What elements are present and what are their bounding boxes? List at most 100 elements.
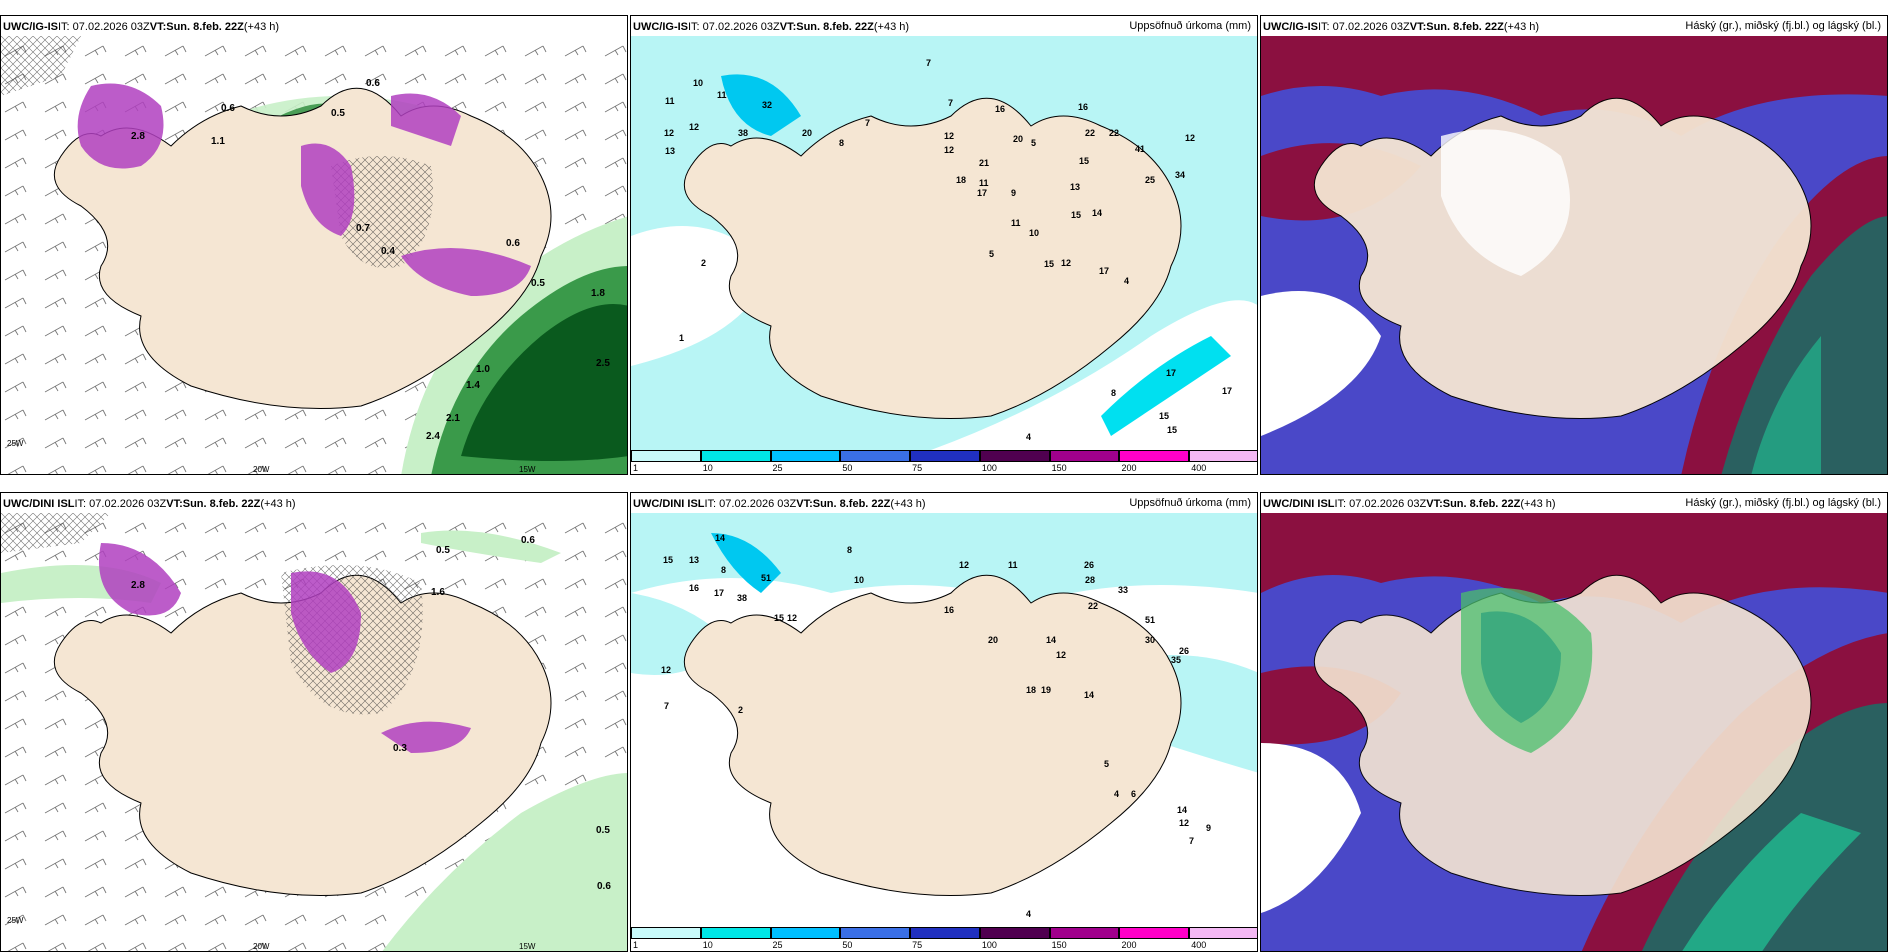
valid-time: Sun. 8.feb. 22Z xyxy=(812,498,891,510)
colorbar-tick-label: 75 xyxy=(912,940,923,950)
snow-label: 0.5 xyxy=(531,278,545,289)
precip-value: 12 xyxy=(664,128,674,138)
precip-value: 32 xyxy=(762,100,772,110)
model-name: UWC/DINI ISL xyxy=(1263,498,1335,510)
snow-label: 2.5 xyxy=(596,358,610,369)
colorbar-swatch xyxy=(910,927,980,939)
precip-value: 20 xyxy=(988,635,998,645)
precip-value: 33 xyxy=(1118,585,1128,595)
cloud-map xyxy=(1261,36,1887,474)
colorbar-swatch xyxy=(979,450,1050,462)
colorbar-tick-label: 50 xyxy=(842,463,853,473)
panel-title: Uppsöfnuð úrkoma (mm) xyxy=(1129,497,1251,509)
precip-value: 22 xyxy=(1085,128,1095,138)
precip-value: 13 xyxy=(689,555,699,565)
snow-label: 0.5 xyxy=(436,545,450,556)
precip-value: 8 xyxy=(1111,388,1116,398)
snow-label: 1.4 xyxy=(466,380,480,391)
precip-value: 2 xyxy=(701,258,706,268)
precip-value: 14 xyxy=(715,533,725,543)
model-name: UWC/DINI ISL xyxy=(3,498,75,510)
precip-map: 7 11 10 11 12 13 12 32 38 20 7 8 7 16 12… xyxy=(631,36,1257,450)
grid-label-25w: 25W xyxy=(7,916,24,925)
valid-time: Sun. 8.feb. 22Z xyxy=(1442,498,1521,510)
colorbar-tick-label: 400 xyxy=(1191,463,1207,473)
precip-value: 18 xyxy=(1026,685,1036,695)
precip-value: 5 xyxy=(1104,759,1109,769)
colorbar-swatch xyxy=(1049,450,1120,462)
precip-value: 5 xyxy=(1031,138,1036,148)
colorbar-tick-label: 50 xyxy=(842,940,853,950)
precip-value: 6 xyxy=(1131,789,1136,799)
panel-header: UWC/DINI ISL IT: 07.02.2026 03Z VT: Sun.… xyxy=(633,495,1253,513)
panel-header: UWC/IG-IS IT: 07.02.2026 03Z VT: Sun. 8.… xyxy=(1263,18,1883,36)
precip-value: 19 xyxy=(1041,685,1051,695)
precip-value: 9 xyxy=(1011,188,1016,198)
colorbar-swatch xyxy=(979,927,1050,939)
valid-time: Sun. 8.feb. 22Z xyxy=(166,21,244,33)
colorbar-tick-label: 75 xyxy=(912,463,923,473)
panel-title: Uppsöfnuð úrkoma (mm) xyxy=(1129,20,1251,32)
snow-label: 0.6 xyxy=(506,238,520,249)
colorbar-swatch xyxy=(840,927,911,939)
precip-value: 17 xyxy=(1222,386,1232,396)
precip-value: 18 xyxy=(956,175,966,185)
colorbar-tick-label: 400 xyxy=(1191,940,1207,950)
colorbar-swatch xyxy=(840,450,911,462)
snow-label: 0.5 xyxy=(331,108,345,119)
precip-value: 4 xyxy=(1114,789,1119,799)
colorbar-swatch xyxy=(1049,927,1120,939)
precip-value: 15 xyxy=(774,613,784,623)
vt-label: VT: xyxy=(1426,498,1443,510)
grid-label-20w: 20W xyxy=(253,942,270,951)
precip-value: 11 xyxy=(1008,560,1018,570)
map-panel-bottom-left: UWC/DINI ISL IT: 07.02.2026 03Z VT: Sun.… xyxy=(0,492,628,952)
precip-value: 15 xyxy=(1071,210,1081,220)
precip-value: 38 xyxy=(738,128,748,138)
precip-value: 17 xyxy=(977,188,987,198)
panel-title: Háský (gr.), miðský (fj.bl.) og lágský (… xyxy=(1685,497,1881,509)
precip-value: 7 xyxy=(926,58,931,68)
lead-time: (+43 h) xyxy=(260,498,296,510)
vt-label: VT: xyxy=(796,498,813,510)
colorbar-swatch xyxy=(1189,450,1257,462)
precip-map: 14 15 13 16 17 12 38 51 15 12 10 8 7 12 … xyxy=(631,513,1257,927)
precip-value: 17 xyxy=(1099,266,1109,276)
lead-time: (+43 h) xyxy=(873,21,910,33)
map-panel-bottom-right: UWC/DINI ISL IT: 07.02.2026 03Z VT: Sun.… xyxy=(1260,492,1888,952)
colorbar-tick-label: 150 xyxy=(1051,940,1067,950)
precip-value: 41 xyxy=(1135,144,1145,154)
precip-value: 20 xyxy=(802,128,812,138)
precip-value: 4 xyxy=(1026,909,1031,919)
vt-label: VT: xyxy=(779,21,797,33)
init-time: IT: 07.02.2026 03Z xyxy=(704,498,797,510)
precip-value: 15 xyxy=(663,555,673,565)
snow-label: 2.1 xyxy=(446,413,460,424)
snow-label: 0.4 xyxy=(381,246,395,257)
panel-title: Háský (gr.), miðský (fj.bl.) og lágský (… xyxy=(1685,20,1881,32)
colorbar-tick-label: 1 xyxy=(633,463,639,473)
snow-label: 0.6 xyxy=(366,78,380,89)
precip-value: 14 xyxy=(1177,805,1187,815)
precip-value: 25 xyxy=(1145,175,1155,185)
snow-label: 0.6 xyxy=(597,881,611,892)
snow-label: 0.6 xyxy=(221,103,235,114)
colorbar-tick-label: 10 xyxy=(702,940,713,950)
precip-type-map: 2.8 1.1 0.6 0.5 0.7 0.4 0.6 1.0 1.4 2.1 … xyxy=(1,36,627,474)
colorbar-swatch xyxy=(770,450,841,462)
valid-time: Sun. 8.feb. 22Z xyxy=(182,498,261,510)
snow-label: 0.7 xyxy=(356,223,370,234)
precip-value: 12 xyxy=(1179,818,1189,828)
precip-value: 15 xyxy=(1079,156,1089,166)
map-panel-top-right: UWC/IG-IS IT: 07.02.2026 03Z VT: Sun. 8.… xyxy=(1260,15,1888,475)
precip-value: 11 xyxy=(1011,218,1021,228)
precip-value: 14 xyxy=(1084,690,1094,700)
precip-value: 51 xyxy=(1145,615,1155,625)
precip-value: 20 xyxy=(1013,134,1023,144)
init-time: IT: 07.02.2026 03Z xyxy=(1318,21,1410,33)
panel-header: UWC/IG-IS IT: 07.02.2026 03Z VT: Sun. 8.… xyxy=(633,18,1253,36)
colorbar-swatch xyxy=(700,927,771,939)
precip-value: 17 xyxy=(714,588,724,598)
precip-value: 16 xyxy=(1078,102,1088,112)
lead-time: (+43 h) xyxy=(1520,498,1556,510)
